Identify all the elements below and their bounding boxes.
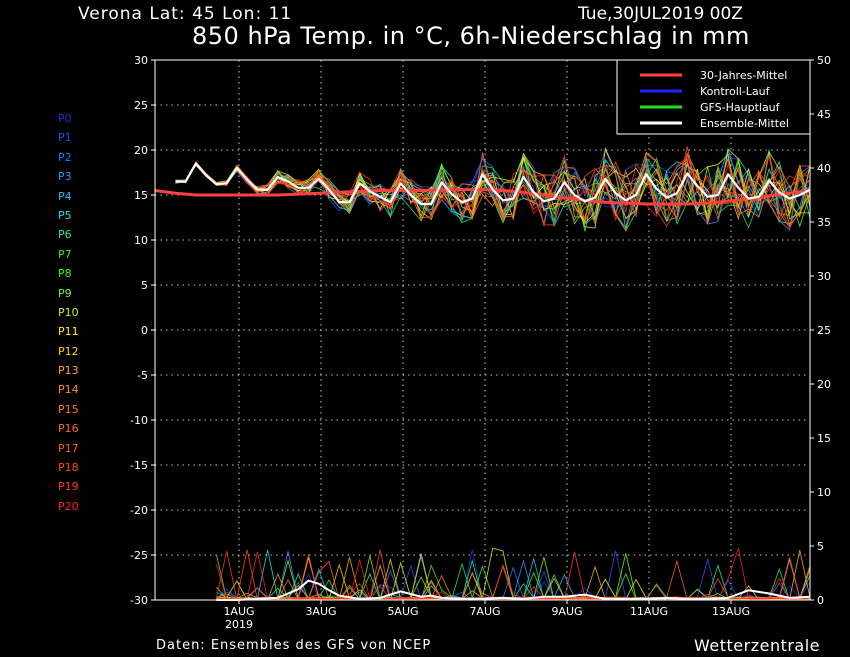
y-left-tick-label: 30: [134, 54, 148, 67]
x-tick-label: 11AUG: [630, 605, 668, 618]
series-line: [175, 162, 811, 206]
member-label: P3: [58, 170, 72, 184]
y-left-tick-label: -30: [130, 594, 148, 607]
legend: 30-Jahres-Mittel Kontroll-Lauf GFS-Hauptla…: [616, 59, 811, 135]
y-right-tick-label: 35: [817, 216, 831, 229]
member-label: P0: [58, 112, 72, 125]
member-label: P13: [58, 364, 79, 378]
member-label: P20: [58, 499, 79, 513]
y-right-tick-label: 15: [817, 432, 831, 445]
member-label: P12: [58, 344, 79, 358]
series-line: [154, 188, 811, 206]
y-right-tick-label: 30: [817, 270, 831, 283]
y-right-tick-label: 5: [817, 540, 824, 553]
y-right-tick-label: 25: [817, 324, 831, 337]
member-label: P8: [58, 267, 72, 281]
y-right-tick-label: 0: [817, 594, 824, 607]
y-right-tick-label: 45: [817, 108, 831, 121]
y-left-tick-label: -25: [130, 549, 148, 562]
brand-label: Wetterzentrale: [694, 636, 821, 655]
run-date-label: Tue,30JUL2019 00Z: [578, 4, 743, 24]
data-source-label: Daten: Ensembles des GFS von NCEP: [156, 638, 432, 653]
member-label: P18: [58, 461, 79, 475]
member-label: P17: [58, 441, 79, 455]
ensemble-members: [175, 146, 811, 601]
member-label: P11: [58, 325, 79, 339]
x-tick-label: 5AUG: [387, 605, 418, 618]
y-right-tick-label: 20: [817, 378, 831, 391]
member-label: P2: [58, 150, 72, 164]
member-label: P5: [58, 208, 72, 222]
station-label: Verona Lat: 45 Lon: 11: [78, 4, 293, 24]
member-precip-line: [215, 550, 811, 601]
member-label: P14: [58, 383, 79, 397]
y-right-tick-label: 10: [817, 486, 831, 499]
grid: [155, 60, 810, 600]
member-label: P7: [58, 247, 72, 261]
y-left-tick-label: -20: [130, 504, 148, 517]
y-left-tick-label: 25: [134, 99, 148, 112]
y-left-tick-label: 15: [134, 189, 148, 202]
y-right-tick-label: 50: [817, 54, 831, 67]
y-left-tick-label: -5: [137, 369, 148, 382]
member-temp-line: [175, 156, 811, 222]
legend-label: Ensemble-Mittel: [700, 117, 789, 130]
series-line: [216, 579, 811, 601]
chart-title: 850 hPa Temp. in °C, 6h-Niederschlag in …: [192, 22, 750, 50]
y-left-tick-label: 5: [141, 279, 148, 292]
x-tick-label: 1AUG: [223, 605, 254, 618]
x-tick-label: 7AUG: [469, 605, 500, 618]
member-label: P10: [58, 305, 79, 319]
member-temp-line: [175, 152, 811, 224]
member-label: P9: [58, 286, 72, 300]
x-tick-label: 13AUG: [712, 605, 750, 618]
legend-label: 30-Jahres-Mittel: [700, 69, 787, 82]
y-left-tick-label: 0: [141, 324, 148, 337]
member-label: P4: [58, 189, 72, 203]
member-label: P19: [58, 480, 79, 494]
member-list: P0 P1 P2 P3 P4 P5 P6 P7 P8 P9 P10 P11 P12 P13 P14 P15 P1…: [58, 109, 79, 516]
y-left-tick-label: -15: [130, 459, 148, 472]
member-label: P16: [58, 422, 79, 436]
member-label: P1: [58, 131, 72, 145]
x-year-label: 2019: [225, 618, 253, 631]
member-label: P15: [58, 402, 79, 416]
member-temp-line: [175, 157, 811, 223]
axes: 302520151050-5-10-15-20-25-3050454035302…: [130, 54, 831, 631]
legend-label: GFS-Hauptlauf: [700, 101, 781, 114]
y-left-tick-label: 10: [134, 234, 148, 247]
member-temp-line: [175, 146, 811, 232]
main-series: [154, 162, 811, 601]
y-right-tick-label: 40: [817, 162, 831, 175]
member-label: P6: [58, 228, 72, 242]
member-temp-line: [175, 152, 811, 229]
y-left-tick-label: -10: [130, 414, 148, 427]
legend-label: Kontroll-Lauf: [700, 85, 771, 98]
x-tick-label: 3AUG: [305, 605, 336, 618]
y-left-tick-label: 20: [134, 144, 148, 157]
x-tick-label: 9AUG: [551, 605, 582, 618]
